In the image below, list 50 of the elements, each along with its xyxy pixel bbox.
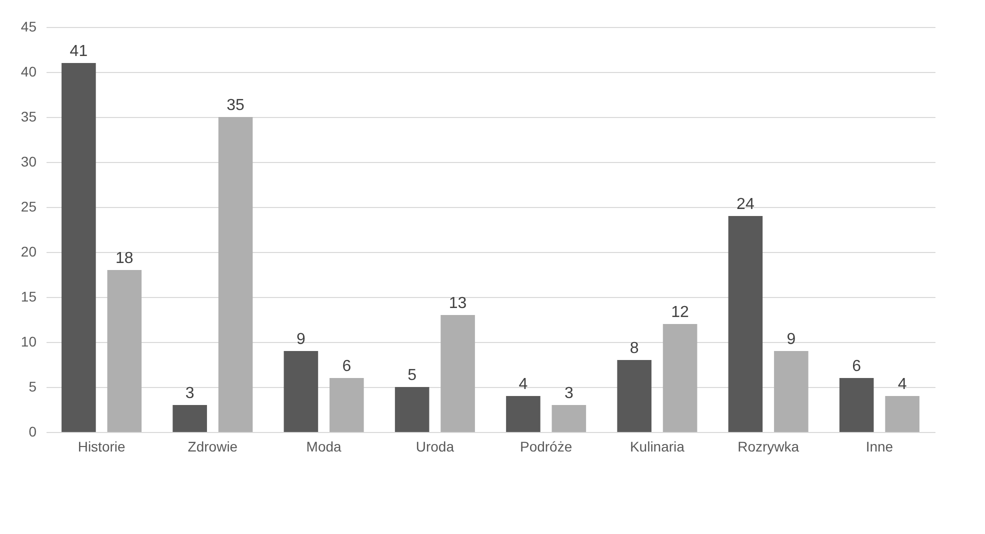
data-label: 3 [564, 385, 574, 402]
bar [172, 405, 207, 432]
x-tick-label: Uroda [416, 438, 454, 454]
y-tick-label: 30 [20, 154, 37, 170]
data-label: 3 [185, 385, 194, 402]
x-tick-label: Inne [866, 438, 894, 454]
bar [839, 378, 874, 432]
data-label: 9 [786, 331, 796, 348]
data-label: 13 [448, 295, 467, 312]
data-label: 5 [408, 367, 417, 384]
bar [885, 396, 920, 432]
y-tick-label: 5 [28, 378, 37, 394]
data-label: 6 [342, 358, 352, 375]
x-tick-label: Podróże [520, 438, 572, 454]
bar [218, 117, 253, 432]
data-label: 41 [70, 43, 88, 60]
data-label: 9 [296, 331, 306, 348]
data-label: 4 [518, 376, 528, 393]
y-tick-label: 45 [20, 18, 37, 34]
bar [440, 315, 475, 432]
y-tick-label: 0 [28, 424, 37, 440]
bar [506, 396, 540, 432]
data-label: 18 [116, 250, 134, 267]
data-label: 8 [630, 340, 639, 357]
y-tick-label: 15 [20, 288, 37, 304]
bar [552, 405, 586, 432]
bar [662, 324, 698, 432]
bar [62, 63, 96, 432]
bar [774, 351, 808, 432]
x-tick-label: Kulinaria [630, 438, 685, 454]
y-tick-label: 40 [20, 64, 37, 80]
y-tick-label: 20 [20, 244, 37, 260]
data-label: 35 [226, 97, 245, 114]
y-tick-label: 25 [20, 198, 37, 214]
bar [617, 360, 652, 432]
data-label: 12 [671, 304, 690, 321]
bar [107, 270, 142, 432]
data-label: 24 [736, 196, 754, 213]
data-label: 6 [852, 358, 862, 375]
x-tick-label: Historie [78, 438, 126, 454]
x-tick-label: Zdrowie [188, 438, 238, 454]
x-tick-label: Moda [306, 438, 342, 454]
x-tick-label: Rozrywka [738, 438, 800, 454]
y-tick-label: 10 [20, 334, 37, 350]
bar [728, 216, 763, 432]
bar [330, 378, 364, 432]
y-tick-label: 35 [20, 108, 37, 124]
bar [394, 387, 430, 432]
bar [284, 351, 318, 432]
data-label: 4 [898, 376, 907, 393]
